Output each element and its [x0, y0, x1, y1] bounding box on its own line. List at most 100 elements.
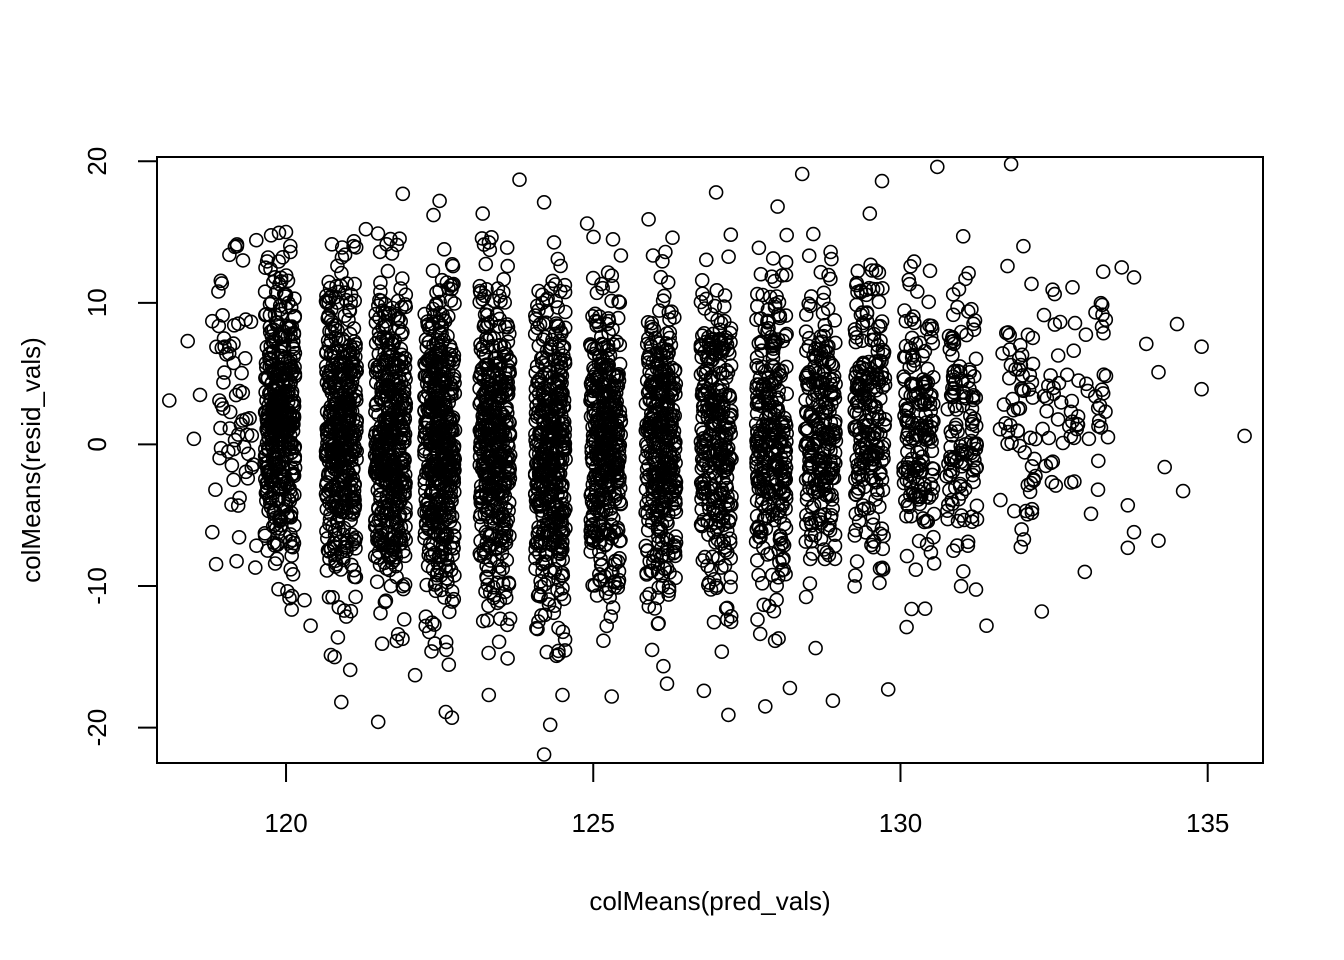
data-point [263, 338, 279, 354]
data-point [597, 568, 612, 584]
data-point [388, 372, 404, 388]
data-point [323, 345, 339, 361]
data-point [1066, 343, 1081, 359]
data-point [929, 159, 945, 175]
data-point [264, 433, 280, 449]
data-point [531, 524, 547, 540]
data-point [439, 497, 455, 512]
data-point [346, 392, 362, 408]
data-point [533, 579, 549, 595]
data-point [421, 542, 437, 557]
data-point [555, 477, 570, 493]
data-point [531, 283, 546, 299]
data-point [213, 420, 228, 436]
data-point [433, 452, 449, 468]
data-point [437, 590, 452, 605]
data-points-group [162, 156, 1252, 762]
data-point [1194, 381, 1209, 397]
data-point [698, 252, 714, 268]
data-point [717, 288, 733, 303]
data-point [432, 193, 447, 209]
data-point [374, 536, 390, 552]
data-point [950, 299, 965, 315]
data-point [224, 457, 240, 473]
data-point [546, 235, 562, 250]
data-point [557, 643, 573, 658]
data-point [718, 362, 734, 378]
data-point [444, 256, 460, 272]
data-point [273, 478, 289, 494]
data-point [265, 477, 281, 493]
data-point [283, 352, 298, 367]
data-point [481, 687, 497, 703]
data-point [541, 511, 557, 527]
data-point [417, 441, 433, 457]
data-point [649, 499, 664, 515]
data-point [639, 336, 655, 352]
data-point [1050, 348, 1066, 363]
data-point [370, 532, 385, 548]
data-point [369, 466, 384, 481]
data-point [608, 465, 624, 481]
data-point [327, 321, 343, 337]
data-point [388, 515, 404, 531]
data-point [549, 421, 565, 437]
data-point [368, 397, 384, 413]
data-point [595, 389, 611, 405]
x-tick-label: 120 [264, 808, 307, 838]
data-point [441, 604, 457, 620]
data-point [476, 446, 491, 462]
data-point [1126, 524, 1142, 540]
data-point [664, 419, 679, 435]
data-point [280, 583, 295, 599]
data-point [491, 431, 507, 447]
data-point [297, 592, 312, 608]
data-point [644, 642, 660, 658]
data-point [585, 428, 601, 443]
data-point [612, 295, 628, 310]
data-point [710, 398, 726, 414]
data-point [267, 408, 283, 423]
data-point [303, 618, 318, 634]
data-point [594, 276, 609, 292]
data-point [647, 413, 663, 429]
data-point [434, 582, 449, 598]
data-point [327, 378, 343, 394]
data-point [447, 296, 462, 311]
data-point [329, 278, 344, 294]
data-point [556, 505, 572, 521]
x-tick-label: 125 [572, 808, 615, 838]
data-point [1013, 539, 1029, 555]
data-point [1041, 430, 1057, 446]
data-point [479, 303, 495, 319]
data-point [342, 303, 358, 319]
data-point [1095, 264, 1111, 280]
data-point [552, 333, 567, 349]
data-point [275, 249, 291, 265]
data-point [331, 358, 346, 374]
data-point [693, 434, 709, 450]
data-point [417, 483, 433, 499]
data-point [657, 502, 672, 517]
data-point [347, 500, 362, 516]
data-point [698, 365, 714, 381]
data-point [823, 271, 838, 287]
data-point [604, 278, 620, 294]
data-point [501, 576, 517, 592]
data-point [908, 562, 924, 578]
data-point [723, 334, 738, 350]
data-point [553, 360, 569, 376]
data-point [538, 315, 554, 331]
data-point [222, 404, 238, 420]
data-point [721, 513, 737, 529]
data-point [322, 290, 337, 306]
data-point [539, 644, 555, 660]
data-point [162, 393, 177, 408]
data-point [231, 529, 247, 545]
data-point [368, 306, 384, 322]
data-point [258, 355, 274, 371]
data-point [642, 346, 657, 362]
data-point [545, 456, 561, 472]
data-point [660, 344, 676, 360]
data-point [555, 340, 571, 356]
